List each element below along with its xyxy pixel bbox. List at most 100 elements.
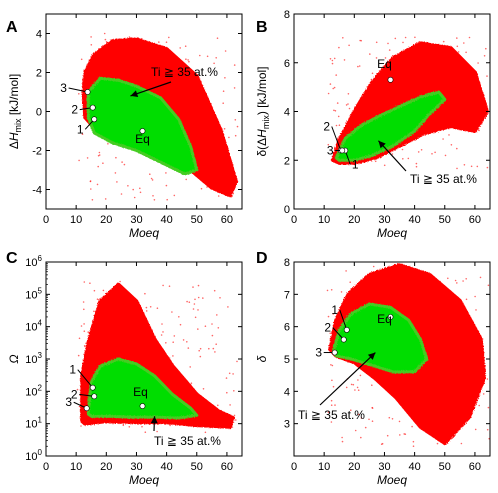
scatter-speckle: [101, 311, 103, 314]
scatter-speckle: [165, 79, 167, 81]
point-leader-line: [339, 309, 348, 331]
scatter-speckle: [211, 323, 213, 325]
scatter-speckle: [482, 393, 485, 395]
scatter-speckle: [162, 331, 164, 333]
scatter-speckle: [186, 341, 188, 343]
x-axis-label: Moeq: [377, 226, 407, 240]
scatter-speckle: [120, 72, 122, 74]
scatter-speckle: [219, 297, 221, 299]
scatter-speckle: [326, 289, 329, 292]
scatter-speckle: [82, 97, 85, 100]
scatter-speckle: [78, 337, 81, 340]
scatter-speckle: [224, 50, 227, 52]
scatter-speckle: [156, 307, 159, 310]
scatter-speckle: [232, 373, 234, 375]
scatter-speckle: [197, 296, 200, 299]
scatter-speckle: [427, 123, 429, 126]
scatter-speckle: [456, 45, 459, 48]
scatter-speckle: [162, 284, 164, 287]
x-axis-label: Moeq: [129, 473, 159, 487]
scatter-speckle: [144, 322, 147, 324]
scatter-speckle: [197, 328, 199, 330]
scatter-speckle: [491, 158, 493, 160]
scatter-speckle: [201, 142, 204, 144]
scatter-speckle: [474, 295, 476, 298]
y-tick-label: -4: [32, 185, 42, 197]
x-tick-label: 60: [221, 214, 233, 226]
y-tick-label: 4: [284, 107, 290, 119]
scatter-speckle: [133, 196, 136, 199]
scatter-speckle: [126, 294, 128, 297]
scatter-speckle: [456, 282, 458, 284]
scatter-speckle: [123, 163, 126, 166]
scatter-speckle: [194, 298, 196, 301]
scatter-speckle: [131, 37, 133, 39]
scatter-speckle: [199, 140, 202, 142]
panel-c: C 0 10 20 30 40 50 60 100 101 102 103 104 105 106 Moeq Ω…: [6, 250, 243, 487]
scatter-speckle: [95, 73, 98, 76]
scatter-speckle: [171, 381, 174, 384]
y-tick-label: 105: [25, 286, 42, 301]
scatter-speckle: [449, 79, 452, 82]
scatter-speckle: [431, 153, 433, 155]
scatter-speckle: [83, 330, 86, 333]
scatter-speckle: [424, 287, 426, 290]
scatter-speckle: [415, 316, 418, 319]
scatter-speckle: [427, 118, 430, 121]
x-tick-label: 40: [160, 461, 172, 473]
point-leader-line: [331, 126, 342, 151]
scatter-speckle: [428, 426, 430, 429]
scatter-speckle: [144, 431, 147, 434]
scatter-speckle: [193, 149, 195, 152]
scatter-speckle: [391, 149, 394, 152]
scatter-speckle: [199, 54, 201, 57]
point-label: 2: [71, 103, 78, 117]
x-tick-label: 10: [70, 461, 82, 473]
scatter-speckle: [372, 108, 375, 110]
scatter-speckle: [87, 331, 89, 333]
ti-arrow-line: [130, 81, 172, 97]
scatter-speckle: [128, 36, 131, 38]
scatter-speckle: [456, 147, 458, 150]
scatter-speckle: [470, 165, 473, 168]
scatter-speckle: [330, 289, 333, 291]
scatter-speckle: [173, 194, 176, 197]
scatter-speckle: [333, 109, 335, 112]
scatter-speckle: [412, 445, 415, 448]
scatter-speckle: [447, 357, 449, 359]
scatter-speckle: [221, 153, 224, 156]
y-tick-label: 103: [25, 351, 42, 366]
scatter-speckle: [391, 418, 394, 420]
scatter-speckle: [418, 408, 421, 410]
scatter-speckle: [420, 56, 423, 58]
scatter-speckle: [374, 160, 377, 163]
scatter-speckle: [418, 271, 421, 274]
scatter-speckle: [200, 164, 202, 166]
scatter-speckle: [217, 195, 220, 197]
scatter-speckle: [170, 68, 172, 71]
scatter-speckle: [474, 428, 477, 431]
scatter-speckle: [401, 148, 404, 151]
scatter-speckle: [158, 41, 160, 43]
x-tick-label: 30: [378, 214, 390, 226]
scatter-speckle: [89, 282, 91, 285]
x-tick-label: 30: [130, 214, 142, 226]
scatter-speckle: [357, 389, 360, 392]
scatter-speckle: [327, 315, 330, 318]
scatter-speckle: [405, 315, 408, 317]
scatter-speckle: [475, 402, 477, 405]
scatter-speckle: [233, 414, 236, 417]
scatter-speckle: [329, 83, 332, 85]
scatter-speckle: [141, 425, 143, 428]
scatter-speckle: [161, 323, 163, 325]
scatter-speckle: [383, 92, 386, 94]
x-tick-label: 50: [191, 461, 203, 473]
scatter-speckle: [388, 376, 391, 379]
scatter-speckle: [228, 372, 231, 375]
ti-annotation: Ti ≧ 35 at.%: [298, 408, 365, 422]
scatter-speckle: [78, 93, 80, 95]
point-label: Eq: [133, 385, 148, 399]
scatter-speckle: [463, 42, 465, 44]
scatter-speckle: [86, 157, 89, 159]
